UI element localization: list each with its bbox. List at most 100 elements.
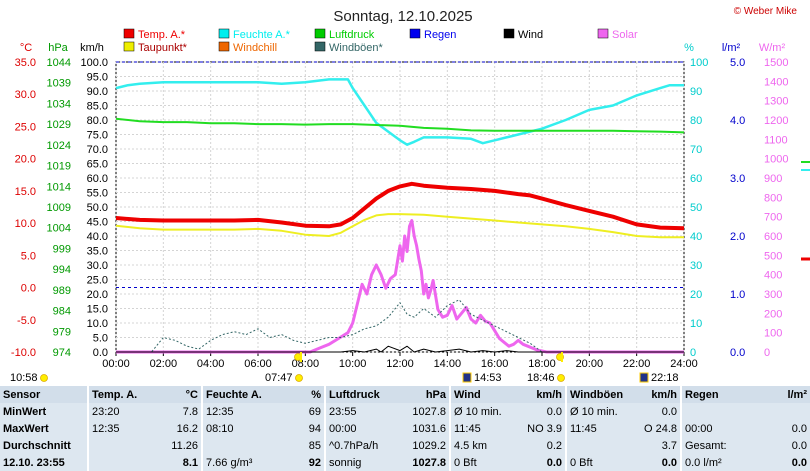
y-tick-label: 5.0 — [21, 250, 36, 262]
y-tick-label: 35.0 — [15, 57, 36, 69]
moon-icon — [639, 372, 649, 383]
series-line — [116, 345, 684, 353]
stats-cell: 4.5 km — [449, 437, 508, 454]
stats-row-label: MaxWert — [3, 422, 49, 435]
stats-cell: Ø 10 min. — [565, 403, 631, 420]
y-tick-label: 0 — [764, 347, 770, 359]
event-markers: 10:58 07:47 14:53 18:46 22:18 — [10, 352, 679, 384]
stats-cell: 69 — [308, 405, 321, 418]
y-tick-label: 1.0 — [730, 289, 745, 301]
y-tick-label: 100.0 — [80, 57, 108, 69]
y-tick-label: 1500 — [764, 57, 788, 69]
stats-cell: 0.0 — [661, 405, 677, 418]
stats-cell: 23:20 — [87, 403, 143, 420]
moon-icon — [462, 372, 472, 383]
y-tick-label: 1200 — [764, 115, 788, 127]
stats-row-label: 12.10. 23:55 — [3, 456, 65, 469]
stats-cell: 0.0 — [791, 422, 807, 435]
stats-cell: 3.7 — [661, 439, 677, 452]
stats-header: Feuchte A. — [201, 386, 275, 403]
stats-cell: 0.0 — [546, 456, 562, 469]
y-tick-label: 989 — [53, 285, 71, 297]
legend-label: Windböen* — [329, 42, 384, 54]
x-tick-label: 14:00 — [434, 358, 462, 370]
y-tick-label: 1024 — [47, 140, 71, 152]
y-tick-label: 20.0 — [87, 289, 108, 301]
stats-cell: 7.66 g/m³ — [201, 454, 275, 471]
y-tick-label: 10.0 — [15, 218, 36, 230]
stats-cell: 0.2 — [546, 439, 562, 452]
x-tick-label: 10:00 — [339, 358, 367, 370]
stats-header: Wind — [449, 386, 508, 403]
stats-cell: 0 Bft — [449, 454, 508, 471]
legend-label: Regen — [424, 29, 456, 41]
y-tick-label: 40 — [690, 231, 702, 243]
y-tick-label: 95.0 — [87, 72, 108, 84]
y-tick-label: 400 — [764, 270, 782, 282]
right-axes: 10090807060504030201005.04.03.02.01.00.0… — [690, 57, 788, 359]
stats-cell: sonnig — [324, 454, 385, 471]
x-tick-label: 22:00 — [623, 358, 651, 370]
stats-header: l/m² — [739, 386, 810, 403]
x-tick-label: 20:00 — [576, 358, 604, 370]
stats-cell: 11.26 — [171, 439, 198, 452]
legend-label: Solar — [612, 29, 638, 41]
y-tick-label: 994 — [53, 264, 71, 276]
stats-cell: 0.0 — [546, 405, 562, 418]
sun-icon — [295, 374, 303, 382]
chart-title: Sonntag, 12.10.2025 — [333, 8, 472, 25]
stats-cell: 11:45 — [565, 420, 631, 437]
series-line — [115, 181, 685, 231]
statistics-table: Sensor Temp. A. °C Feuchte A. % Luftdruc… — [0, 386, 810, 471]
y-tick-label: 1019 — [47, 161, 71, 173]
x-tick-label: 00:00 — [102, 358, 130, 370]
y-tick-label: 800 — [764, 192, 782, 204]
legend-swatch — [314, 41, 326, 52]
x-tick-label: 04:00 — [197, 358, 225, 370]
x-tick-label: 16:00 — [481, 358, 509, 370]
x-tick-label: 18:00 — [528, 358, 556, 370]
legend-swatch — [123, 28, 135, 39]
y-tick-label: 974 — [53, 347, 71, 359]
legend-swatch — [218, 41, 230, 52]
rain-axis-title: l/m² — [722, 42, 741, 54]
stats-header-row: Sensor Temp. A. °C Feuchte A. % Luftdruc… — [0, 386, 810, 403]
stats-cell: 12:35 — [201, 403, 275, 420]
copyright-text: © Weber Mike — [734, 6, 798, 17]
stats-cell: 1031.6 — [412, 422, 446, 435]
y-tick-label: 80.0 — [87, 115, 108, 127]
temp-axis-title: °C — [20, 42, 32, 54]
stats-header: °C — [143, 386, 202, 403]
y-tick-label: 70 — [690, 144, 702, 156]
y-tick-label: 300 — [764, 289, 782, 301]
stats-cell: 1027.8 — [412, 405, 446, 418]
x-tick-label: 06:00 — [244, 358, 272, 370]
stats-cell — [739, 403, 810, 420]
stats-cell: O 24.8 — [643, 422, 677, 435]
legend-label: Taupunkt* — [138, 42, 188, 54]
event-time-label: 22:18 — [651, 372, 679, 384]
legend-swatch — [218, 28, 230, 39]
y-tick-label: 3.0 — [730, 173, 745, 185]
right-edge-markers — [801, 161, 810, 261]
legend: Temp. A.* Feuchte A.* Luftdruck Regen Wind So… — [123, 28, 638, 54]
stats-header: km/h — [508, 386, 566, 403]
x-tick-label: 08:00 — [292, 358, 320, 370]
y-tick-label: 50 — [690, 202, 702, 214]
stats-header: % — [275, 386, 325, 403]
stats-cell: 08:10 — [201, 420, 275, 437]
y-tick-label: 40.0 — [87, 231, 108, 243]
y-tick-label: 500 — [764, 250, 782, 262]
stats-cell: 23:55 — [324, 403, 385, 420]
y-tick-label: 1400 — [764, 76, 788, 88]
stats-header: km/h — [631, 386, 681, 403]
y-tick-label: 700 — [764, 212, 782, 224]
y-tick-label: 999 — [53, 243, 71, 255]
axis-titles: °C hPa km/h % l/m² W/m² — [20, 42, 786, 54]
pressure-axis-title: hPa — [48, 42, 68, 54]
y-tick-label: 90 — [690, 86, 702, 98]
y-tick-label: 25.0 — [87, 275, 108, 287]
series-line — [115, 78, 684, 146]
y-tick-label: 20 — [690, 289, 702, 301]
y-tick-label: 1014 — [47, 181, 71, 193]
